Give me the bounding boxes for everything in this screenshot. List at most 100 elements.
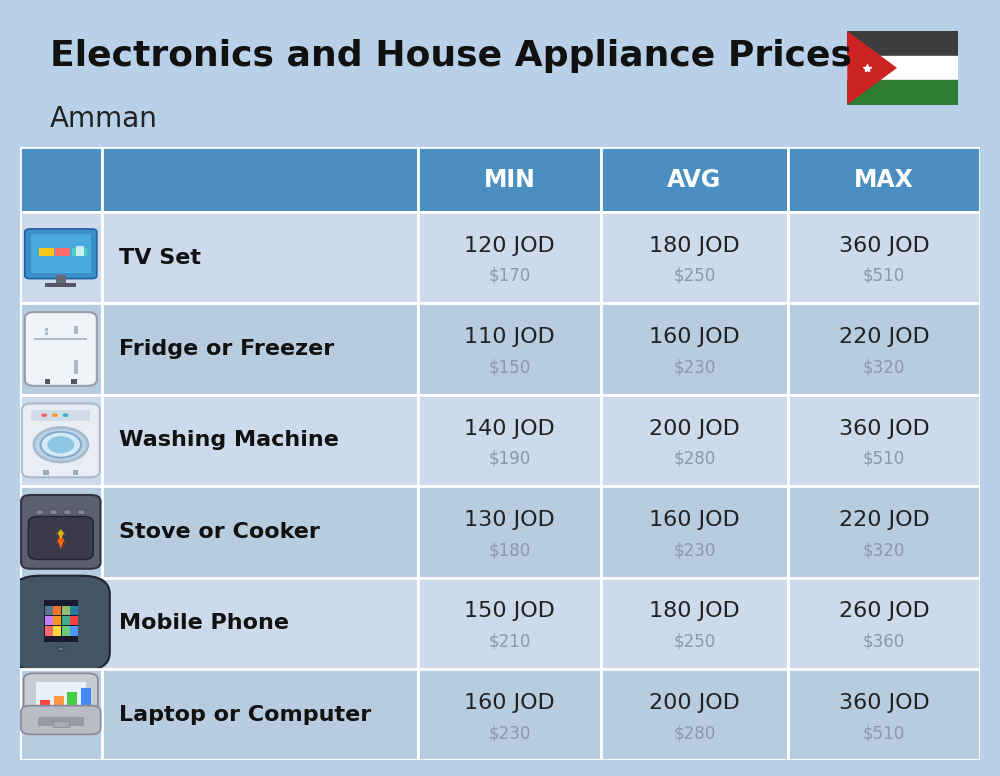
Bar bbox=[70, 606, 78, 615]
Bar bbox=[601, 212, 788, 303]
Text: Electronics and House Appliance Prices: Electronics and House Appliance Prices bbox=[50, 39, 852, 73]
Bar bbox=[81, 688, 91, 710]
Polygon shape bbox=[847, 31, 897, 105]
Bar bbox=[38, 717, 84, 726]
Text: $230: $230 bbox=[488, 724, 531, 742]
Bar bbox=[788, 577, 980, 669]
Bar bbox=[62, 616, 70, 625]
Text: $250: $250 bbox=[673, 267, 716, 285]
Bar bbox=[31, 410, 90, 421]
Bar bbox=[788, 669, 980, 760]
Circle shape bbox=[47, 436, 74, 453]
Text: $510: $510 bbox=[863, 267, 905, 285]
Bar bbox=[70, 616, 78, 625]
FancyBboxPatch shape bbox=[21, 705, 101, 734]
Bar bbox=[53, 626, 61, 636]
Text: AVG: AVG bbox=[667, 168, 722, 192]
Bar bbox=[53, 721, 69, 727]
Text: Fridge or Freezer: Fridge or Freezer bbox=[119, 339, 334, 359]
Text: Mobile Phone: Mobile Phone bbox=[119, 613, 289, 633]
Text: 160 JOD: 160 JOD bbox=[464, 693, 555, 713]
Bar bbox=[45, 283, 76, 287]
Circle shape bbox=[58, 647, 64, 651]
Circle shape bbox=[41, 431, 81, 458]
Bar bbox=[34, 338, 87, 340]
Text: Laptop or Computer: Laptop or Computer bbox=[119, 705, 371, 725]
Bar bbox=[847, 31, 958, 56]
Text: 360 JOD: 360 JOD bbox=[839, 693, 929, 713]
Bar bbox=[418, 395, 601, 486]
Text: 200 JOD: 200 JOD bbox=[649, 693, 740, 713]
Bar bbox=[847, 80, 958, 105]
Bar bbox=[53, 606, 61, 615]
Text: 180 JOD: 180 JOD bbox=[649, 236, 740, 255]
Text: 360 JOD: 360 JOD bbox=[839, 418, 929, 438]
Bar bbox=[45, 328, 48, 331]
Text: $510: $510 bbox=[863, 724, 905, 742]
Bar bbox=[102, 669, 418, 760]
Text: 200 JOD: 200 JOD bbox=[649, 418, 740, 438]
Bar bbox=[40, 700, 50, 710]
Text: 180 JOD: 180 JOD bbox=[649, 601, 740, 622]
Bar bbox=[67, 691, 77, 710]
Text: $230: $230 bbox=[673, 359, 716, 376]
Bar bbox=[601, 669, 788, 760]
Circle shape bbox=[36, 510, 44, 515]
Text: $320: $320 bbox=[863, 359, 905, 376]
FancyBboxPatch shape bbox=[25, 229, 97, 279]
Circle shape bbox=[49, 510, 58, 515]
Text: $150: $150 bbox=[488, 359, 531, 376]
Text: $230: $230 bbox=[673, 541, 716, 559]
Bar bbox=[55, 248, 70, 256]
Bar bbox=[45, 379, 50, 384]
Text: 360 JOD: 360 JOD bbox=[839, 236, 929, 255]
Bar bbox=[45, 626, 53, 636]
Bar bbox=[74, 360, 78, 373]
Bar bbox=[418, 577, 601, 669]
Bar bbox=[102, 303, 418, 395]
Bar bbox=[20, 577, 102, 669]
Text: Washing Machine: Washing Machine bbox=[119, 431, 339, 450]
Bar bbox=[788, 212, 980, 303]
Bar bbox=[788, 395, 980, 486]
Bar bbox=[20, 395, 102, 486]
Bar bbox=[847, 56, 958, 80]
Text: MAX: MAX bbox=[854, 168, 914, 192]
FancyBboxPatch shape bbox=[24, 674, 98, 719]
Bar bbox=[788, 303, 980, 395]
Text: $360: $360 bbox=[863, 632, 905, 650]
FancyBboxPatch shape bbox=[21, 495, 101, 569]
FancyBboxPatch shape bbox=[25, 312, 97, 386]
Text: 160 JOD: 160 JOD bbox=[649, 327, 740, 347]
Bar bbox=[70, 626, 78, 636]
Bar bbox=[36, 682, 86, 711]
Bar bbox=[601, 577, 788, 669]
Bar bbox=[45, 606, 53, 615]
Text: $210: $210 bbox=[488, 632, 531, 650]
Text: 220 JOD: 220 JOD bbox=[839, 510, 929, 530]
Text: MIN: MIN bbox=[484, 168, 536, 192]
Bar bbox=[62, 626, 70, 636]
Bar bbox=[418, 486, 601, 577]
FancyBboxPatch shape bbox=[31, 234, 91, 273]
Polygon shape bbox=[55, 529, 67, 539]
Bar bbox=[56, 275, 66, 285]
Text: $250: $250 bbox=[673, 632, 716, 650]
Bar bbox=[62, 606, 70, 615]
Circle shape bbox=[34, 428, 88, 462]
Bar bbox=[102, 395, 418, 486]
Circle shape bbox=[77, 510, 85, 515]
Polygon shape bbox=[55, 535, 67, 549]
Bar bbox=[20, 303, 102, 395]
Text: $280: $280 bbox=[673, 450, 716, 468]
Text: 220 JOD: 220 JOD bbox=[839, 327, 929, 347]
Text: $320: $320 bbox=[863, 541, 905, 559]
Bar bbox=[418, 669, 601, 760]
Bar bbox=[44, 600, 78, 642]
Text: $190: $190 bbox=[488, 450, 531, 468]
Bar bbox=[72, 248, 87, 256]
Bar bbox=[601, 303, 788, 395]
Text: $510: $510 bbox=[863, 450, 905, 468]
Bar bbox=[418, 147, 601, 212]
Text: $180: $180 bbox=[488, 541, 531, 559]
